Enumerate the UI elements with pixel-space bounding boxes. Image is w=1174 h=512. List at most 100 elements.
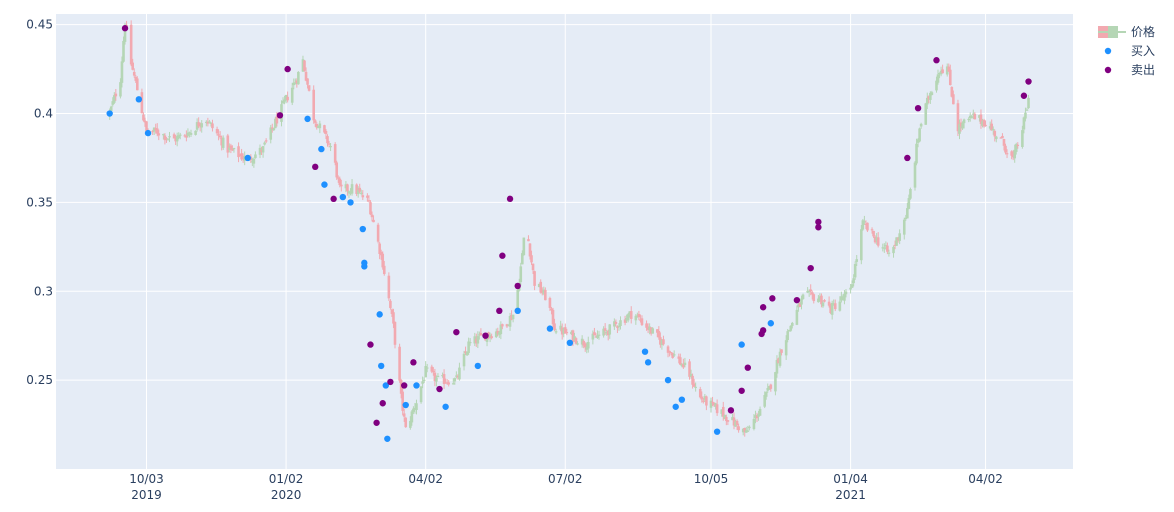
candle-body xyxy=(672,354,676,356)
sell-marker xyxy=(436,385,443,393)
candle-body xyxy=(950,86,954,97)
candle-body xyxy=(840,296,843,301)
candle-body xyxy=(833,303,837,310)
buy-marker xyxy=(738,341,745,348)
x-tick-label: 04/02 xyxy=(408,472,443,486)
sell-marker xyxy=(121,25,129,32)
candle-body xyxy=(366,195,369,198)
candle-body xyxy=(508,316,512,327)
legend-item-sell[interactable]: 卖出 xyxy=(1104,63,1155,77)
sell-marker xyxy=(496,307,503,315)
candle-body xyxy=(988,126,992,129)
candle-body xyxy=(516,289,520,313)
sell-marker xyxy=(514,282,521,290)
candle-body xyxy=(925,97,929,105)
sell-marker xyxy=(759,304,767,311)
candle-body xyxy=(413,407,417,410)
candle-body xyxy=(530,255,533,263)
candle-body xyxy=(645,323,648,328)
candle-body xyxy=(952,94,955,105)
buy-marker xyxy=(339,193,347,201)
candle-body xyxy=(264,140,268,142)
candle-body xyxy=(324,130,328,134)
candle-body xyxy=(347,191,351,194)
candle-body xyxy=(165,138,168,140)
candle-body xyxy=(680,364,684,367)
candle-body xyxy=(550,308,553,311)
candle-body xyxy=(688,361,691,377)
legend-item-price[interactable]: 价格 xyxy=(1098,24,1155,39)
sell-marker xyxy=(769,295,776,302)
candle-body xyxy=(895,237,898,246)
candle-body xyxy=(369,202,372,215)
candle-body xyxy=(806,290,809,293)
candle-body xyxy=(907,198,911,209)
candle-body xyxy=(875,237,878,241)
candle-body xyxy=(962,119,966,124)
candle-body xyxy=(456,376,460,378)
candle-body xyxy=(919,123,923,127)
candle-body xyxy=(830,302,834,315)
candle-body xyxy=(390,309,394,314)
candle-body xyxy=(981,121,984,126)
legend-item-buy[interactable]: 买入 xyxy=(1104,44,1155,58)
candle-body xyxy=(560,327,564,335)
candle-body xyxy=(404,417,408,428)
candle-body xyxy=(662,339,665,345)
candle-body xyxy=(129,24,133,65)
candle-body xyxy=(327,143,331,145)
buy-marker xyxy=(664,376,672,384)
candle-body xyxy=(767,386,771,390)
candle-body xyxy=(317,125,320,128)
candle-body xyxy=(200,123,204,128)
candle-body xyxy=(318,123,322,129)
candle-body xyxy=(938,72,941,75)
candle-body xyxy=(340,184,343,187)
buy-marker xyxy=(546,325,554,332)
candle-body xyxy=(817,298,820,303)
candle-body xyxy=(399,380,403,394)
candle-body xyxy=(479,332,483,336)
candle-body xyxy=(623,319,627,323)
candle-body xyxy=(795,309,799,325)
candle-body xyxy=(596,335,599,339)
buy-marker xyxy=(359,225,366,233)
candle-body xyxy=(533,271,536,286)
candle-body xyxy=(155,128,159,134)
candle-body xyxy=(455,375,458,377)
candle-body xyxy=(732,417,736,426)
buy-marker xyxy=(474,362,482,370)
candle-body xyxy=(442,374,446,385)
candle-body xyxy=(441,375,444,377)
y-tick-label: 0.4 xyxy=(34,107,53,121)
candle-body xyxy=(258,147,262,155)
candle-body xyxy=(544,289,547,301)
candle-body xyxy=(476,336,480,344)
candle-body xyxy=(743,428,747,432)
candle-body xyxy=(315,124,319,128)
candle-body xyxy=(263,142,266,145)
y-tick-label: 0.35 xyxy=(26,195,53,209)
candle-body xyxy=(338,178,342,186)
candle-body xyxy=(292,82,296,86)
candle-body xyxy=(666,346,670,353)
candle-body xyxy=(143,120,147,123)
candle-body xyxy=(422,379,426,381)
candle-body xyxy=(711,401,714,403)
candle-body xyxy=(838,301,842,311)
candle-body xyxy=(540,291,544,294)
candle-body xyxy=(775,359,779,374)
buy-marker xyxy=(713,428,721,435)
candle-body xyxy=(898,233,901,241)
candle-body xyxy=(254,154,257,159)
candle-body xyxy=(639,319,642,321)
candle-body xyxy=(217,134,220,136)
candle-body xyxy=(307,85,311,91)
sell-marker xyxy=(738,387,745,394)
candle-body xyxy=(453,378,457,382)
candle-body xyxy=(135,78,139,91)
candle-body xyxy=(119,82,122,97)
candle-body xyxy=(720,409,724,414)
candle-body xyxy=(232,147,236,150)
